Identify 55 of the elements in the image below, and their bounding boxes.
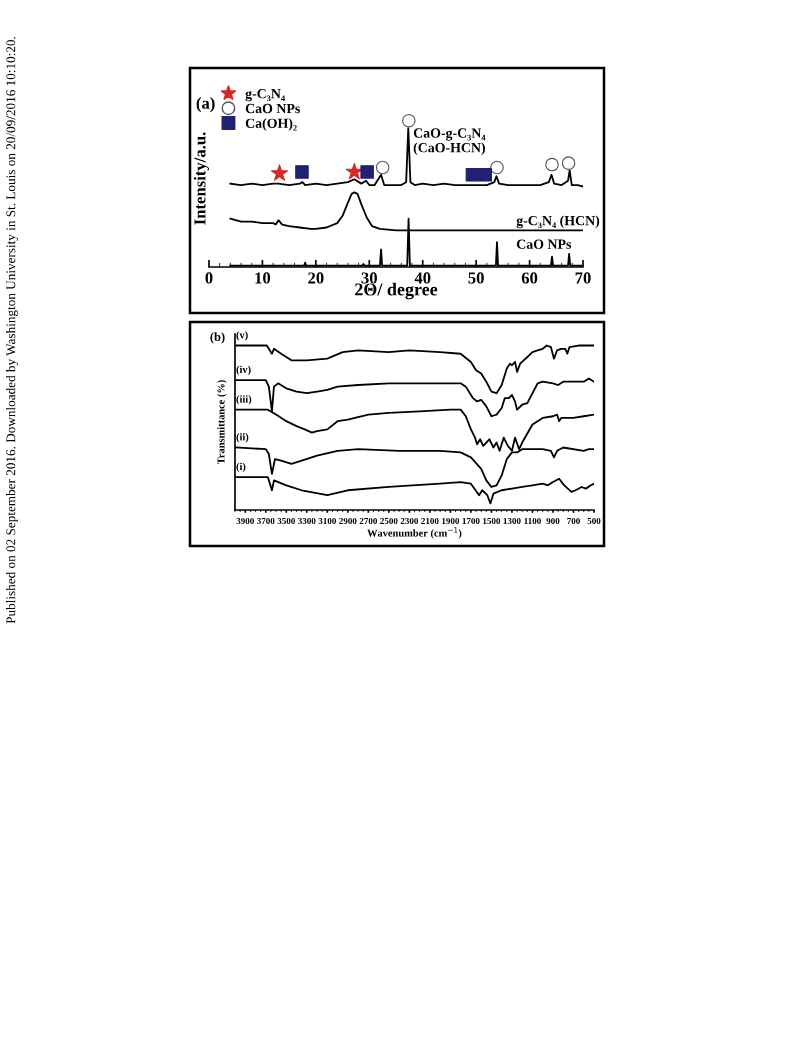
x-tick-label: 3500 (277, 517, 295, 524)
x-tick-label: 3700 (257, 517, 275, 524)
x-tick-label: 50 (468, 272, 484, 284)
series-label: (v) (236, 331, 248, 341)
x-tick-label: 10 (255, 272, 271, 284)
x-tick-label: 20 (308, 272, 324, 284)
text: Published on 02 September 2016. Downloaded by Washington University in St. Louis on 20/09/2016 10:10:20. (6, 37, 18, 624)
point (561, 156, 576, 170)
x-tick-label: 2500 (380, 517, 398, 524)
point (345, 162, 363, 180)
series-label: (ii) (236, 433, 249, 443)
x-tick-label: 2300 (400, 517, 419, 524)
point (375, 160, 390, 175)
point (465, 168, 480, 182)
y-axis-title: Transmittance (%) (217, 380, 227, 465)
point (545, 157, 559, 172)
x-tick-label: 0 (205, 272, 213, 284)
point (295, 165, 309, 179)
x-tick-label: 3300 (298, 517, 316, 524)
series-label: (i) (236, 462, 246, 473)
x-tick-label: 1700 (462, 517, 480, 524)
x-tick-label: 1500 (483, 517, 501, 524)
x-tick-label: 40 (414, 272, 431, 284)
x-tick-label: 3100 (318, 517, 336, 524)
x-tick-label: 70 (575, 272, 591, 284)
series-label: (iii) (236, 395, 252, 405)
x-tick-label: 60 (521, 272, 538, 284)
series-label: CaO NPs (516, 239, 572, 249)
x-tick-label: 1300 (503, 517, 521, 524)
x-tick-label: 2700 (359, 517, 378, 524)
point (402, 113, 416, 128)
x-tick-label: 2900 (339, 517, 357, 524)
point (478, 168, 492, 182)
legend-label: CaO NPs (245, 103, 300, 114)
x-tick-label: 3900 (236, 517, 254, 524)
x-axis-title: 2Θ/ degree (355, 282, 438, 300)
legend-label: g-C₃N₄ (245, 89, 285, 102)
series-label: (iv) (236, 365, 251, 376)
x-tick-label: 30 (361, 272, 377, 284)
x-tick-label: 1100 (524, 517, 541, 524)
point (490, 160, 504, 175)
series-label: CaO-g-C₃N₄ (CaO-HCN) (413, 128, 486, 156)
x-axis-title: Wavenumber (cm$^{−1}$) (367, 527, 462, 539)
chart-title: (b) (210, 332, 225, 344)
x-tick-label: 2100 (421, 517, 439, 524)
chart-title: (a) (196, 97, 215, 113)
legend-label: Ca(OH)₂ (245, 118, 297, 131)
y-axis-title: Intensity/a.u. (193, 132, 209, 225)
x-tick-label: 1900 (442, 517, 460, 524)
x-tick-label: 700 (567, 517, 580, 524)
point (360, 165, 374, 179)
x-tick-label: 900 (546, 517, 560, 524)
point (270, 164, 289, 181)
series-label: g-C₃N₄ (HCN) (516, 215, 600, 229)
x-tick-label: 500 (587, 517, 601, 524)
